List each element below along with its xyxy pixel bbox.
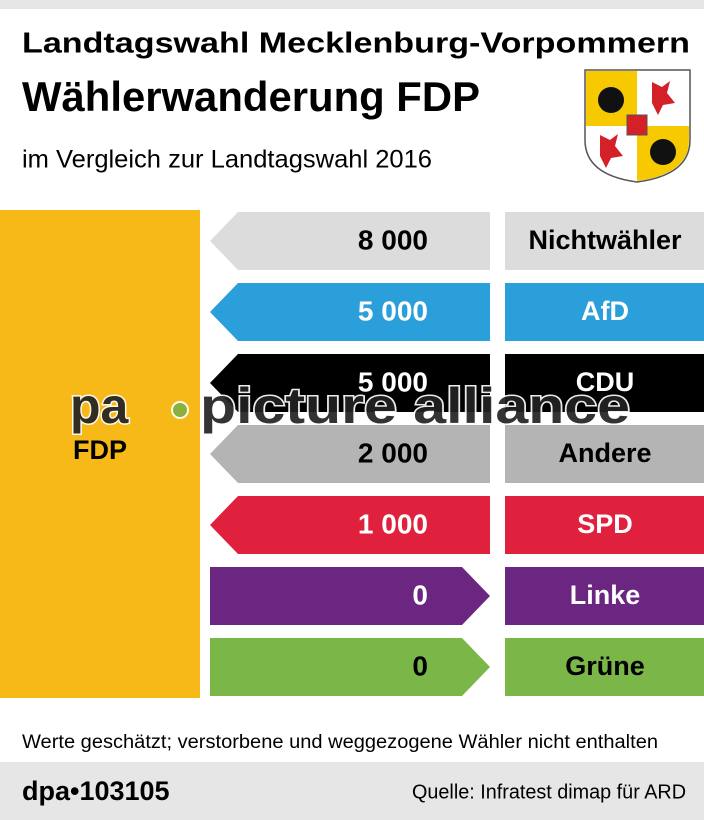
party-box bbox=[505, 283, 704, 341]
party-label: Linke bbox=[570, 580, 641, 610]
party-label: AfD bbox=[581, 296, 629, 326]
value-label: 8 000 bbox=[358, 224, 428, 255]
value-label: 0 bbox=[412, 579, 428, 610]
party-label: Andere bbox=[558, 438, 651, 468]
party-label: CDU bbox=[576, 367, 635, 397]
footer-band bbox=[0, 762, 704, 820]
chart-title: Landtagswahl Mecklenburg-Vorpommern bbox=[22, 28, 690, 60]
value-label: 0 bbox=[412, 650, 428, 681]
flow-arrow bbox=[210, 425, 490, 483]
value-label: 1 000 bbox=[358, 508, 428, 539]
flow-arrow bbox=[210, 212, 490, 270]
party-label: SPD bbox=[577, 509, 633, 539]
party-box bbox=[505, 496, 704, 554]
party-box bbox=[505, 212, 704, 270]
footer-id: dpa•103105 bbox=[22, 776, 170, 806]
party-box bbox=[505, 638, 704, 696]
party-label: Grüne bbox=[565, 651, 645, 681]
flow-arrow bbox=[210, 567, 490, 625]
value-label: 5 000 bbox=[358, 366, 428, 397]
flow-arrow bbox=[210, 638, 490, 696]
chart-subtitle: Wählerwanderung FDP bbox=[22, 73, 480, 120]
coat-of-arms bbox=[584, 69, 691, 183]
value-label: 2 000 bbox=[358, 437, 428, 468]
top-band bbox=[0, 0, 704, 9]
flow-arrow bbox=[210, 496, 490, 554]
watermark-text: picture alliance bbox=[200, 378, 630, 434]
watermark-dot bbox=[171, 401, 189, 419]
party-label: Nichtwähler bbox=[528, 225, 682, 255]
value-label: 5 000 bbox=[358, 295, 428, 326]
watermark-text: pa bbox=[70, 378, 130, 434]
party-box bbox=[505, 425, 704, 483]
footer-source: Quelle: Infratest dimap für ARD bbox=[412, 781, 686, 803]
chart-caption: im Vergleich zur Landtagswahl 2016 bbox=[22, 146, 432, 174]
flow-arrow bbox=[210, 283, 490, 341]
target-label: FDP bbox=[73, 435, 127, 465]
party-box bbox=[505, 354, 704, 412]
watermark: pa picture alliance bbox=[69, 377, 632, 436]
target-block bbox=[0, 210, 200, 698]
flow-arrow bbox=[210, 354, 490, 412]
note: Werte geschätzt; verstorbene und weggezo… bbox=[22, 732, 658, 753]
party-box bbox=[505, 567, 704, 625]
